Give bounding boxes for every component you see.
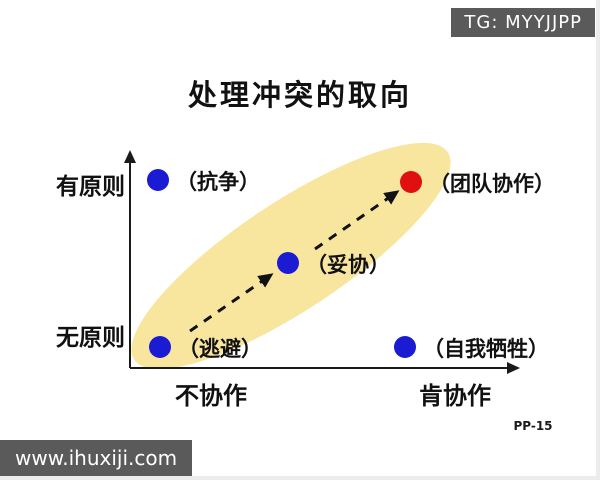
point-label-avoidance: （逃避） bbox=[178, 337, 262, 361]
point-label-team-collaboration: （团队协作） bbox=[429, 172, 555, 196]
watermark-badge: www.ihuxiji.com bbox=[0, 440, 193, 476]
point-label-self-sacrifice: （自我牺牲） bbox=[423, 337, 549, 361]
point-dot-compromise bbox=[277, 252, 299, 274]
x-axis-label-cooperative: 肯协作 bbox=[419, 382, 491, 410]
point-dot-resistance bbox=[147, 169, 169, 191]
point-dot-self-sacrifice bbox=[394, 336, 416, 358]
y-axis-label-principled: 有原则 bbox=[56, 174, 125, 200]
point-dot-team-collaboration bbox=[400, 171, 422, 193]
point-dot-avoidance bbox=[149, 336, 171, 358]
x-axis-label-uncooperative: 不协作 bbox=[175, 382, 247, 410]
y-axis-label-unprincipled: 无原则 bbox=[56, 325, 125, 351]
slide-number: PP-15 bbox=[513, 419, 553, 433]
point-label-compromise: （妥协） bbox=[306, 253, 390, 277]
telegram-badge: TG: MYYJJPP bbox=[451, 8, 595, 37]
page-title: 处理冲突的取向 bbox=[187, 78, 412, 112]
point-label-resistance: （抗争） bbox=[176, 170, 260, 194]
